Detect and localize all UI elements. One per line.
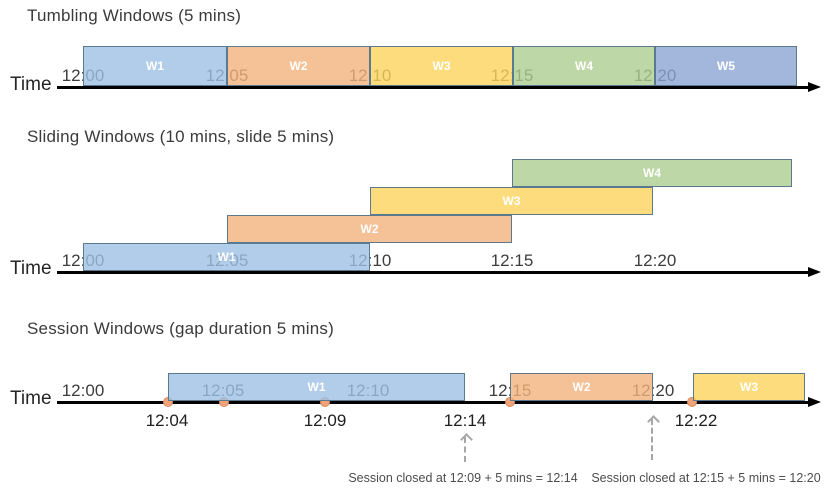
window-w2: W2 <box>227 46 370 86</box>
time-axis-label: Time <box>10 74 52 95</box>
window-w2: W2 <box>227 215 512 243</box>
window-label-w3: W3 <box>502 194 521 208</box>
section-title-tumbling: Tumbling Windows (5 mins) <box>27 6 242 25</box>
window-label-w2: W2 <box>360 222 379 236</box>
time-axis-label: Time <box>10 258 52 279</box>
window-w4: W4 <box>512 159 792 187</box>
window-w1: W1 <box>83 46 227 86</box>
window-label-w1: W1 <box>146 59 164 73</box>
window-w5: W5 <box>655 46 797 86</box>
time-axis-line <box>57 267 821 278</box>
event-time-label-12-09: 12:09 <box>303 411 347 430</box>
window-w3: W3 <box>370 46 513 86</box>
event-dot <box>687 397 697 407</box>
session-close-annotation: Session closed at 12:15 + 5 mins = 12:20 <box>591 471 821 485</box>
time-axis-label: Time <box>10 388 52 409</box>
axis-arrowhead-icon <box>808 397 821 408</box>
axis-arrowhead-icon <box>808 82 821 93</box>
section-title-sliding: Sliding Windows (10 mins, slide 5 mins) <box>27 127 335 146</box>
window-w3: W3 <box>693 373 805 401</box>
window-label-w2: W2 <box>289 59 308 73</box>
session-close-arrow-icon <box>464 437 466 462</box>
time-axis-line <box>57 82 821 93</box>
window-label-w1: W1 <box>217 250 236 264</box>
window-label-w4: W4 <box>575 59 593 73</box>
window-label-w2: W2 <box>572 380 591 394</box>
session-close-annotation: Session closed at 12:09 + 5 mins = 12:14 <box>348 471 578 485</box>
section-title-session: Session Windows (gap duration 5 mins) <box>27 319 334 338</box>
axis-arrowhead-icon <box>808 267 821 278</box>
event-time-label-12-14: 12:14 <box>443 411 487 430</box>
window-w1: W1 <box>168 373 465 401</box>
window-w4: W4 <box>513 46 655 86</box>
event-time-label-12-04: 12:04 <box>145 411 189 430</box>
window-w1: W1 <box>83 243 370 271</box>
time-axis-line <box>57 397 821 408</box>
window-label-w4: W4 <box>643 166 661 180</box>
event-time-label-12-22: 12:22 <box>674 411 718 430</box>
tick-label-12-20: 12:20 <box>633 251 677 270</box>
tick-label-12-15: 12:15 <box>490 251 534 270</box>
window-label-w5: W5 <box>717 59 735 73</box>
window-w2: W2 <box>510 373 653 401</box>
window-w3: W3 <box>370 187 653 215</box>
window-label-w3: W3 <box>740 380 758 394</box>
tick-label-12-00: 12:00 <box>61 381 105 400</box>
window-label-w1: W1 <box>307 380 326 394</box>
session-close-arrow-icon <box>651 419 653 460</box>
window-label-w3: W3 <box>432 59 451 73</box>
